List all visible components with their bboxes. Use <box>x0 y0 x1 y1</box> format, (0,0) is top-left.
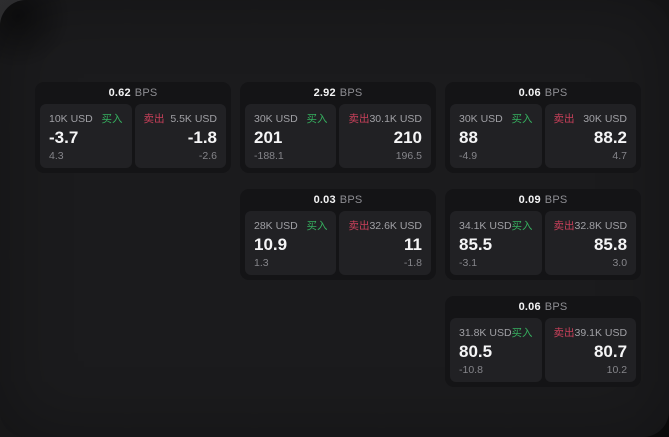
sell-panel[interactable]: 卖出 32.6K USD 11 -1.8 <box>339 211 431 275</box>
buy-amount: 31.8K USD <box>459 327 512 339</box>
bps-header: 2.92 BPS <box>240 82 436 104</box>
buy-price: 88 <box>459 128 478 147</box>
bps-unit-label: BPS <box>544 301 568 313</box>
buy-sell-panels: 34.1K USD 买入 85.5 -3.1 卖出 32.8K USD 85.8… <box>445 211 641 280</box>
bps-value: 0.06 <box>518 87 541 99</box>
sell-side-label: 卖出 <box>143 113 165 125</box>
bps-value: 2.92 <box>313 87 336 99</box>
sell-side-label: 卖出 <box>348 220 370 232</box>
bps-value: 0.03 <box>313 194 336 206</box>
sell-amount: 32.6K USD <box>369 220 422 232</box>
bps-value: 0.09 <box>518 194 541 206</box>
bps-header: 0.62 BPS <box>35 82 231 104</box>
bps-header: 0.06 BPS <box>445 296 641 318</box>
buy-sell-panels: 30K USD 买入 88 -4.9 卖出 30K USD 88.2 4.7 <box>445 104 641 173</box>
quote-card-grid: 0.62 BPS 10K USD 买入 -3.7 4.3 卖出 5.5K USD <box>35 82 641 387</box>
buy-amount: 34.1K USD <box>459 220 512 232</box>
buy-side-label: 买入 <box>511 220 533 232</box>
sell-amount: 5.5K USD <box>170 113 217 125</box>
sell-panel[interactable]: 卖出 30K USD 88.2 4.7 <box>544 104 636 168</box>
sell-price: 210 <box>393 128 422 147</box>
buy-sell-panels: 31.8K USD 买入 80.5 -10.8 卖出 39.1K USD 80.… <box>445 318 641 387</box>
sell-sub-value: 196.5 <box>395 150 422 162</box>
buy-side-label: 买入 <box>511 113 533 125</box>
sell-sub-value: 3.0 <box>612 257 628 269</box>
buy-price: 10.9 <box>254 235 288 254</box>
buy-panel[interactable]: 31.8K USD 买入 80.5 -10.8 <box>450 318 542 382</box>
buy-panel[interactable]: 34.1K USD 买入 85.5 -3.1 <box>450 211 542 275</box>
buy-price: 80.5 <box>459 342 493 361</box>
bps-header: 0.03 BPS <box>240 189 436 211</box>
buy-sub-value: -188.1 <box>254 150 284 162</box>
buy-amount: 30K USD <box>254 113 298 125</box>
quote-card: 0.06 BPS 31.8K USD 买入 80.5 -10.8 卖出 39.1K… <box>445 296 641 387</box>
buy-side-label: 买入 <box>511 327 533 339</box>
sell-amount: 30K USD <box>583 113 627 125</box>
buy-panel[interactable]: 30K USD 买入 201 -188.1 <box>245 104 337 168</box>
buy-sell-panels: 10K USD 买入 -3.7 4.3 卖出 5.5K USD -1.8 -2.… <box>35 104 231 173</box>
buy-sub-value: 4.3 <box>49 150 64 162</box>
sell-amount: 32.8K USD <box>574 220 628 232</box>
sell-sub-value: -1.8 <box>403 257 422 269</box>
quote-card: 0.62 BPS 10K USD 买入 -3.7 4.3 卖出 5.5K USD <box>35 82 231 173</box>
quote-card: 0.03 BPS 28K USD 买入 10.9 1.3 卖出 32.6K USD <box>240 189 436 280</box>
sell-price: -1.8 <box>187 128 217 147</box>
sell-sub-value: 10.2 <box>606 364 628 376</box>
bps-header: 0.06 BPS <box>445 82 641 104</box>
sell-amount: 39.1K USD <box>574 327 628 339</box>
buy-price: 85.5 <box>459 235 493 254</box>
sell-price: 80.7 <box>593 342 628 361</box>
bps-unit-label: BPS <box>544 194 568 206</box>
sell-panel[interactable]: 卖出 30.1K USD 210 196.5 <box>339 104 431 168</box>
sell-sub-value: -2.6 <box>198 150 217 162</box>
buy-sub-value: 1.3 <box>254 257 269 269</box>
buy-sell-panels: 28K USD 买入 10.9 1.3 卖出 32.6K USD 11 -1.8 <box>240 211 436 280</box>
buy-price: 201 <box>254 128 283 147</box>
bps-header: 0.09 BPS <box>445 189 641 211</box>
bps-value: 0.06 <box>518 301 541 313</box>
bps-unit-label: BPS <box>339 194 363 206</box>
buy-panel[interactable]: 30K USD 买入 88 -4.9 <box>450 104 542 168</box>
bps-value: 0.62 <box>108 87 131 99</box>
sell-price: 11 <box>404 235 422 254</box>
buy-sub-value: -4.9 <box>459 150 478 162</box>
buy-price: -3.7 <box>49 128 79 147</box>
buy-sub-value: -10.8 <box>459 364 483 376</box>
sell-price: 85.8 <box>593 235 628 254</box>
sell-amount: 30.1K USD <box>369 113 422 125</box>
buy-amount: 10K USD <box>49 113 93 125</box>
buy-sell-panels: 30K USD 买入 201 -188.1 卖出 30.1K USD 210 1… <box>240 104 436 173</box>
buy-side-label: 买入 <box>101 113 123 125</box>
sell-price: 88.2 <box>593 128 627 147</box>
quote-card: 0.06 BPS 30K USD 买入 88 -4.9 卖出 30K USD <box>445 82 641 173</box>
sell-side-label: 卖出 <box>553 220 575 232</box>
quote-card: 0.09 BPS 34.1K USD 买入 85.5 -3.1 卖出 32.8K … <box>445 189 641 280</box>
sell-side-label: 卖出 <box>553 327 575 339</box>
buy-panel[interactable]: 10K USD 买入 -3.7 4.3 <box>40 104 132 168</box>
sell-side-label: 卖出 <box>348 113 370 125</box>
sell-panel[interactable]: 卖出 39.1K USD 80.7 10.2 <box>544 318 637 382</box>
bps-unit-label: BPS <box>339 87 363 99</box>
buy-side-label: 买入 <box>306 113 328 125</box>
buy-amount: 30K USD <box>459 113 503 125</box>
quote-card: 2.92 BPS 30K USD 买入 201 -188.1 卖出 30.1K U… <box>240 82 436 173</box>
bps-unit-label: BPS <box>134 87 158 99</box>
sell-panel[interactable]: 卖出 5.5K USD -1.8 -2.6 <box>134 104 226 168</box>
bps-unit-label: BPS <box>544 87 568 99</box>
buy-amount: 28K USD <box>254 220 298 232</box>
buy-panel[interactable]: 28K USD 买入 10.9 1.3 <box>245 211 337 275</box>
buy-side-label: 买入 <box>306 220 328 232</box>
buy-sub-value: -3.1 <box>459 257 478 269</box>
sell-panel[interactable]: 卖出 32.8K USD 85.8 3.0 <box>544 211 637 275</box>
sell-side-label: 卖出 <box>553 113 575 125</box>
sell-sub-value: 4.7 <box>612 150 627 162</box>
